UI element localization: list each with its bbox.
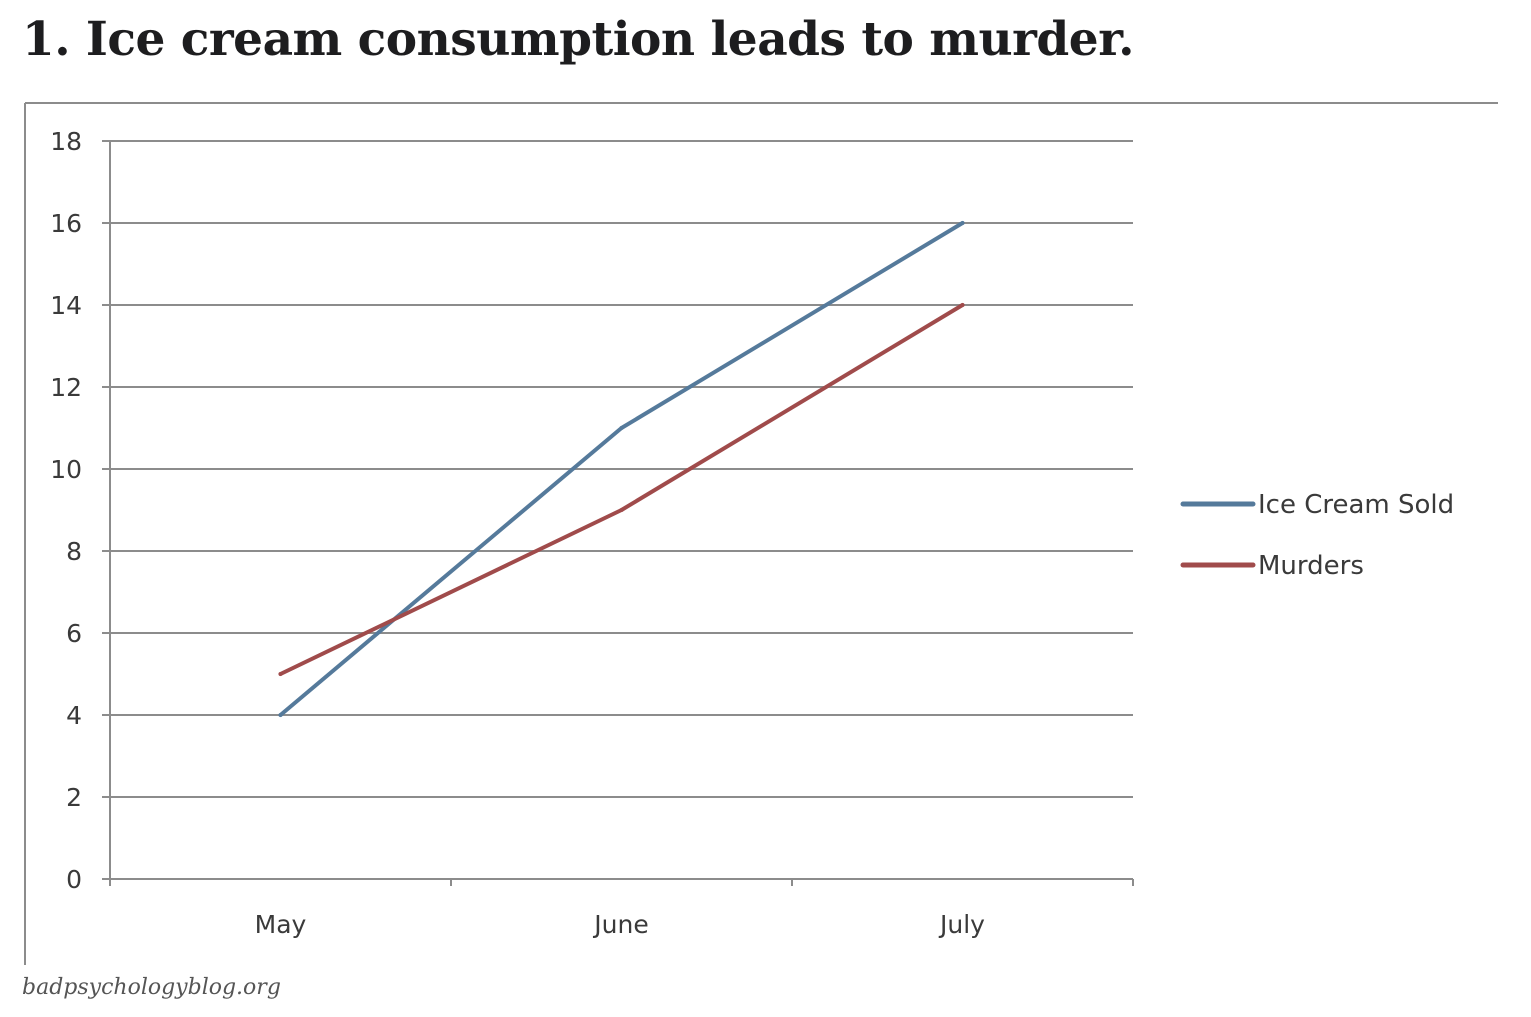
y-tick-label: 6 (66, 619, 82, 648)
data-point-murders (960, 303, 965, 307)
legend-label-murders: Murders (1258, 551, 1364, 581)
y-tick-label: 14 (50, 291, 82, 320)
y-tick-label: 0 (66, 865, 82, 894)
data-point-murders (619, 508, 624, 512)
x-tick-label: May (255, 910, 307, 939)
x-tick-label: July (938, 910, 985, 939)
series-lines (278, 221, 965, 717)
data-point-ice-cream-sold (278, 713, 283, 717)
page-title: 1. Ice cream consumption leads to murder… (22, 12, 1135, 67)
source-credit: badpsychologyblog.org (22, 975, 281, 1000)
y-tick-label: 8 (66, 537, 82, 566)
y-tick-label: 12 (50, 373, 82, 402)
y-tick-label: 16 (50, 209, 82, 238)
series-line-murders (278, 303, 965, 676)
y-tick-label: 10 (50, 455, 82, 484)
data-point-ice-cream-sold (960, 221, 965, 225)
axes: 0 2 4 6 8 10 12 14 16 18 May June July (50, 127, 1134, 939)
legend: Ice Cream Sold Murders (1180, 490, 1454, 581)
x-tick-label: June (592, 910, 648, 939)
data-point-murders (278, 672, 283, 676)
y-tick-label: 18 (50, 127, 82, 156)
y-tick-label: 2 (66, 783, 82, 812)
gridlines (102, 140, 1133, 798)
y-tick-label: 4 (66, 701, 82, 730)
data-point-ice-cream-sold (619, 426, 624, 430)
legend-label-ice-cream-sold: Ice Cream Sold (1258, 490, 1454, 520)
